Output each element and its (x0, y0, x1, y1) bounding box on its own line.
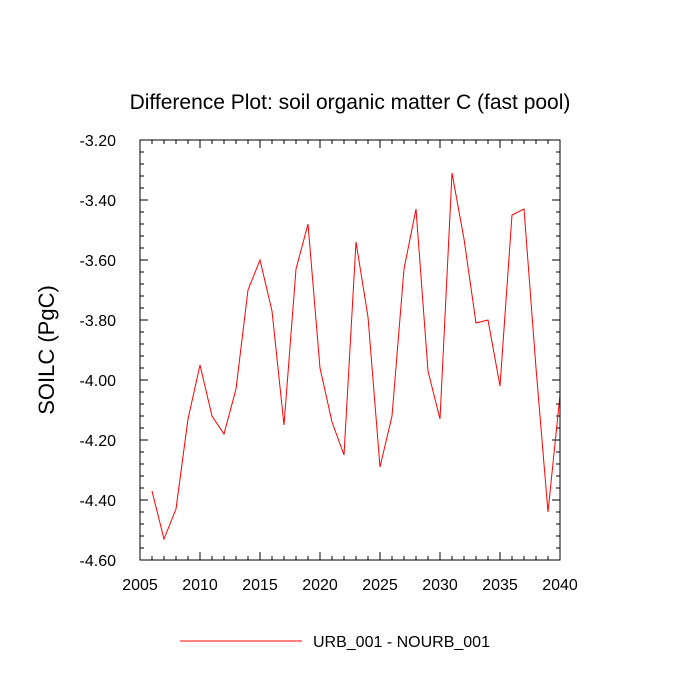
x-tick-label: 2025 (362, 577, 398, 594)
y-tick-label: -3.20 (80, 133, 117, 150)
axis-ticks (139, 139, 561, 561)
series-line (151, 172, 561, 541)
x-tick-label: 2035 (482, 577, 518, 594)
x-tick-label: 2030 (422, 577, 458, 594)
tick-labels: 2005 2010 2015 2020 2025 2030 2035 2040 -4.60 -4.… (80, 133, 578, 594)
y-tick-label: -3.80 (80, 313, 117, 330)
y-tick-label: -3.60 (80, 253, 117, 270)
y-tick-label: -4.40 (80, 493, 117, 510)
y-tick-label: -3.40 (80, 193, 117, 210)
legend: URB_001 - NOURB_001 (180, 634, 490, 651)
series-layer (151, 172, 561, 541)
plot-frame (139, 139, 561, 561)
legend-label: URB_001 - NOURB_001 (313, 634, 490, 651)
x-tick-label: 2040 (542, 577, 578, 594)
y-tick-label: -4.00 (80, 373, 117, 390)
x-tick-label: 2020 (302, 577, 338, 594)
y-axis-label: SOILC (PgC) (34, 285, 59, 415)
y-tick-label: -4.60 (80, 553, 117, 570)
x-tick-label: 2005 (122, 577, 158, 594)
y-tick-label: -4.20 (80, 433, 117, 450)
x-tick-label: 2015 (242, 577, 278, 594)
x-tick-label: 2010 (182, 577, 218, 594)
chart-title: Difference Plot: soil organic matter C (… (130, 91, 571, 114)
